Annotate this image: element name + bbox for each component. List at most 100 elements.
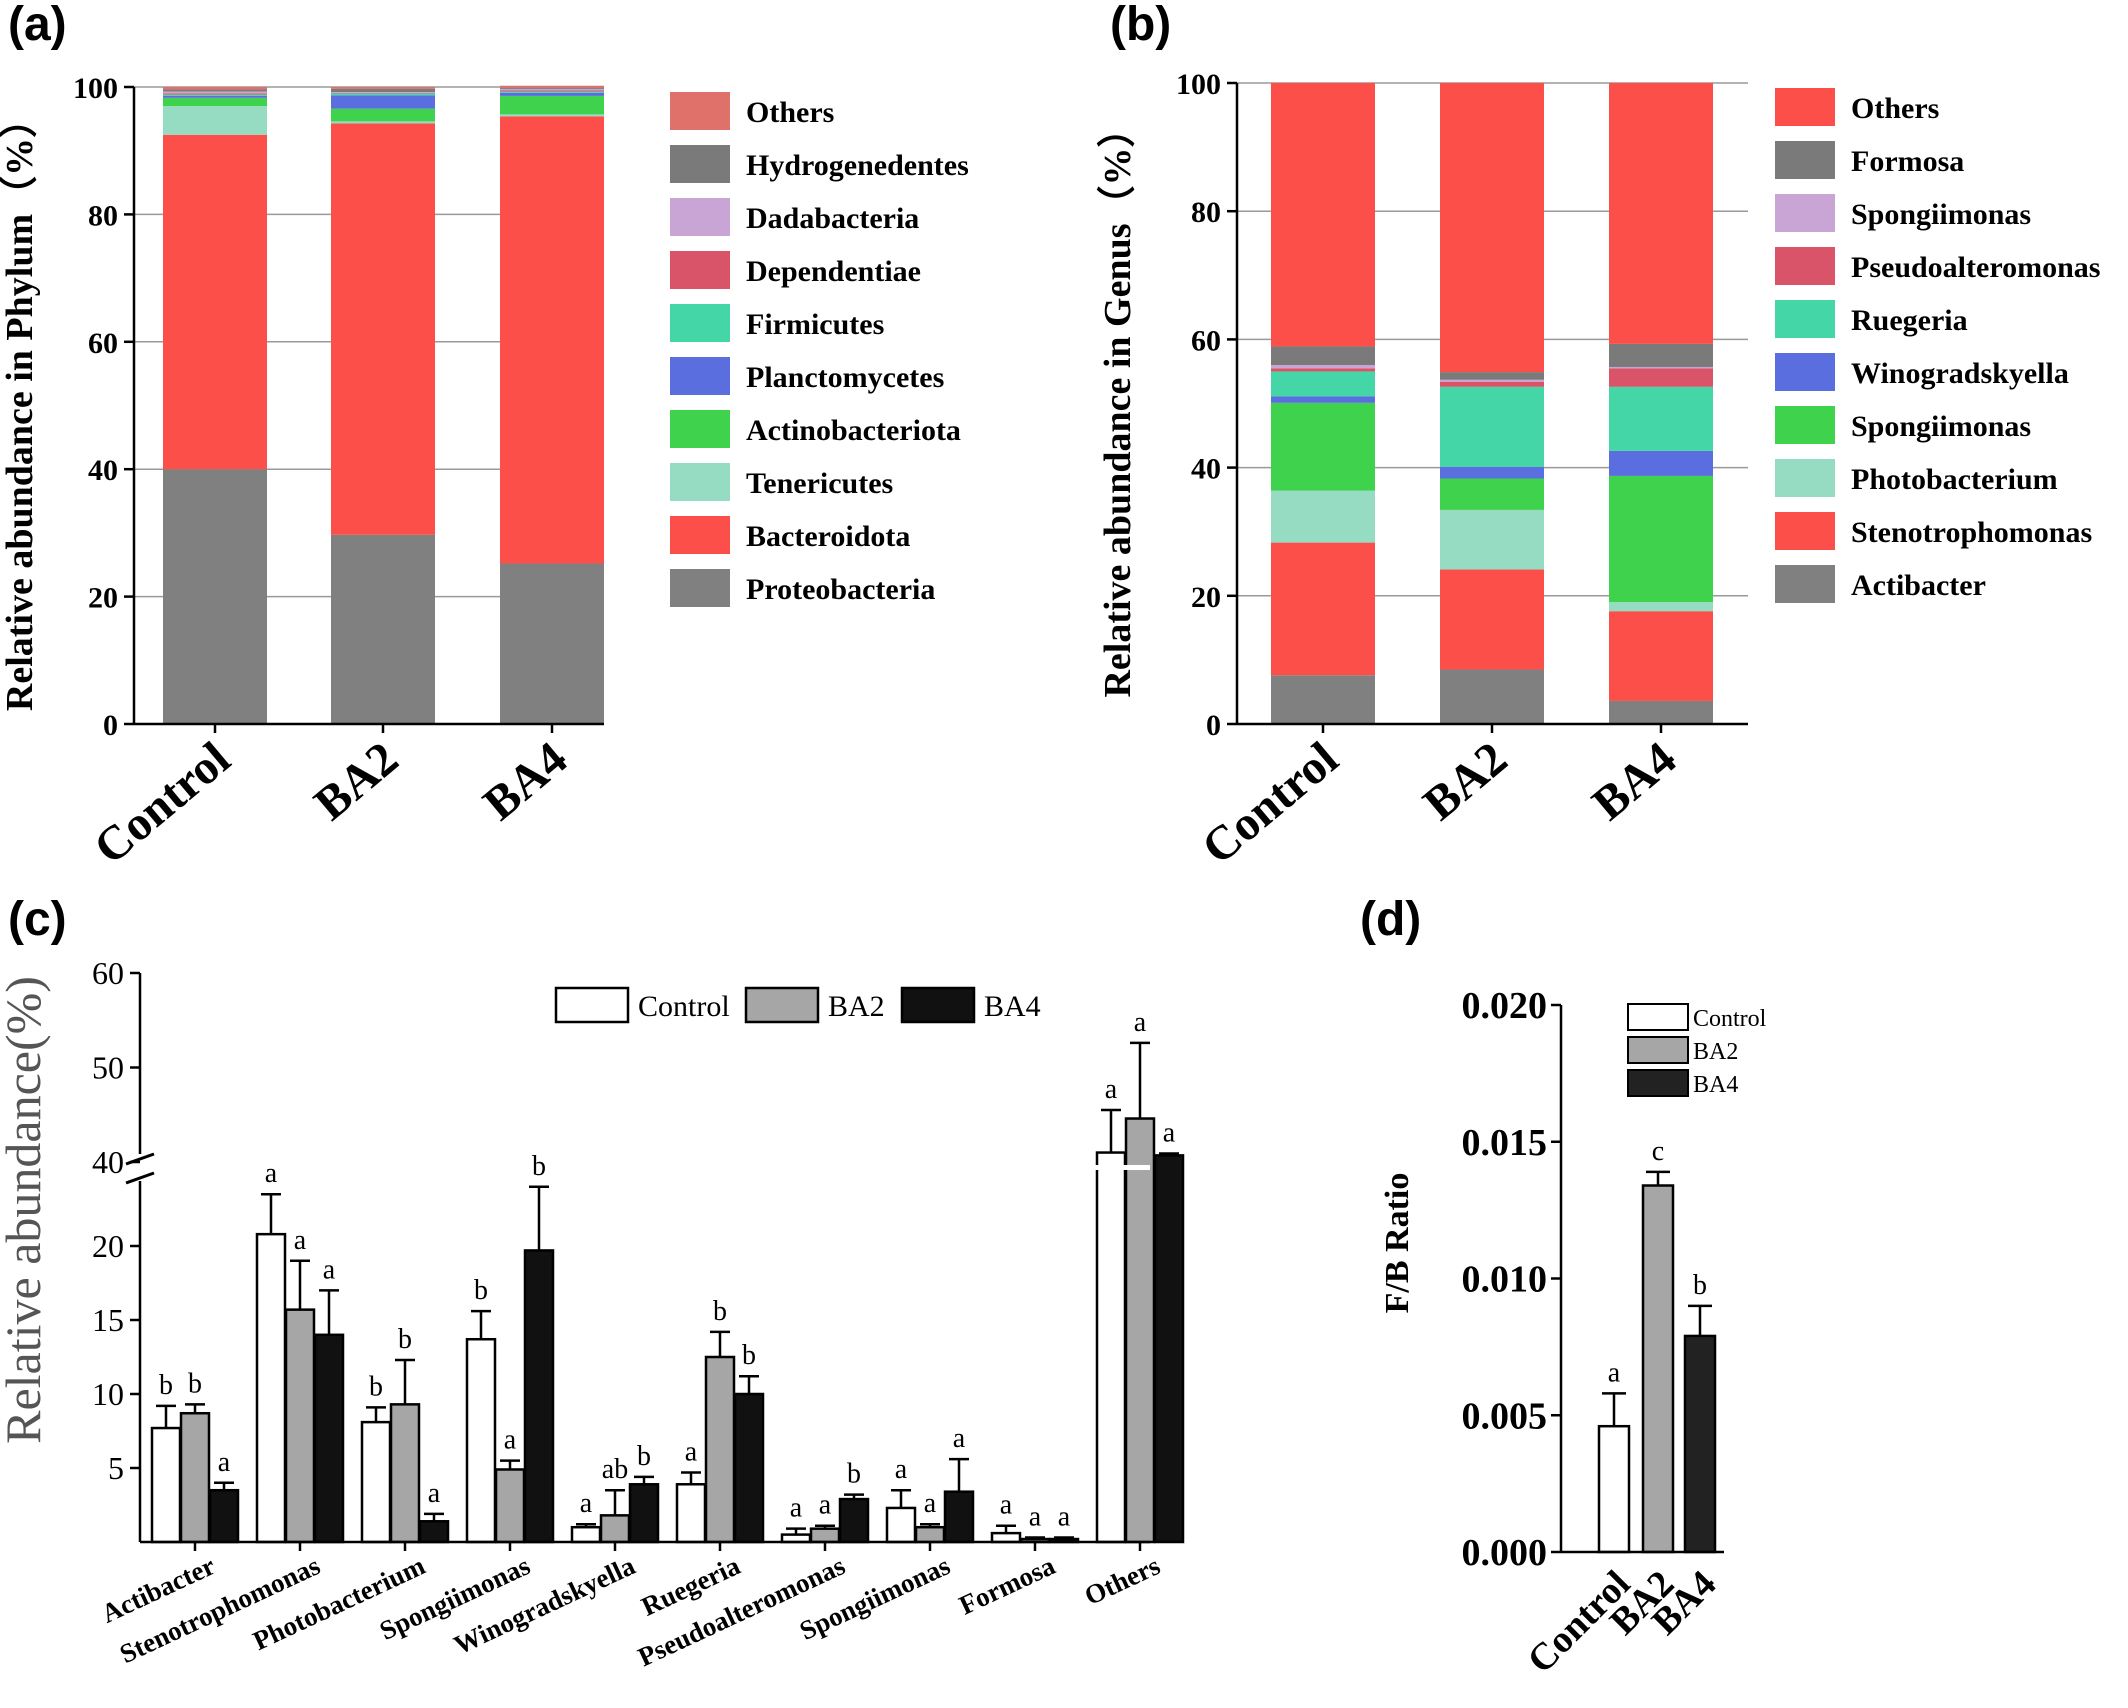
y-tick-label: 0.005 — [1462, 1395, 1548, 1437]
significance-label: b — [188, 1368, 202, 1399]
bar-segment-stenotrophomonas — [1609, 611, 1713, 701]
bar-segment-planctomycetes — [500, 92, 604, 96]
bar-segment-winogradskyella — [1609, 450, 1713, 476]
legend-label: Bacteroidota — [746, 520, 910, 553]
bar-ba4 — [523, 1249, 555, 1544]
bar-ba2 — [914, 1525, 946, 1544]
bar-segment-spongiimonas — [1609, 366, 1713, 369]
y-axis-title: Relative abundance in Phylum（%） — [0, 100, 41, 711]
legend-swatch — [1627, 1003, 1689, 1031]
bar-segment-pseudoalteromonas — [1440, 381, 1544, 387]
bar-ba2 — [599, 1514, 631, 1544]
bar-segment-spongiimonas — [1271, 365, 1375, 369]
significance-label: b — [474, 1275, 488, 1306]
y-axis-title: Relative abundance in Genus（%） — [1097, 109, 1139, 697]
legend-label: Control — [638, 990, 730, 1023]
significance-label: b — [369, 1371, 383, 1402]
bar-segment-bacteroidota — [500, 116, 604, 564]
bar-ba4 — [418, 1520, 450, 1544]
significance-label: b — [713, 1296, 727, 1327]
legend-swatch — [670, 357, 730, 395]
legend-label: Spongiimonas — [1851, 410, 2031, 443]
category-label: Winogradskyella — [449, 1550, 640, 1660]
bar-segment-actibacter — [1271, 675, 1375, 724]
panel-label-d: (d) — [1360, 893, 1421, 946]
bar-control — [1597, 1424, 1631, 1554]
bar-ba4 — [313, 1333, 345, 1544]
significance-label: ab — [602, 1454, 628, 1485]
bar-segment-ruegeria — [1609, 386, 1713, 451]
bar-segment-actinobacteriota — [500, 95, 604, 115]
bar-segment-spongiimonas — [1440, 379, 1544, 382]
y-tick-label: 0 — [1206, 709, 1221, 742]
legend-label: Winogradskyella — [1851, 357, 2069, 390]
significance-label: a — [819, 1490, 832, 1521]
bar-segment-formosa — [1440, 372, 1544, 380]
legend-label: Actibacter — [1851, 569, 1986, 602]
bar-control — [570, 1525, 602, 1544]
category-label: Photobacterium — [248, 1550, 430, 1656]
legend-label: Formosa — [1851, 145, 1964, 178]
bar-segment-bacteroidota — [163, 134, 267, 470]
bar-ba4 — [208, 1488, 240, 1544]
y-tick-label: 80 — [1191, 196, 1221, 229]
bar-ba2 — [809, 1527, 841, 1544]
category-label: Others — [1080, 1550, 1165, 1611]
y-tick-label: 60 — [92, 955, 124, 991]
significance-label: b — [398, 1324, 412, 1355]
significance-label: a — [685, 1436, 698, 1467]
bar-control — [675, 1483, 707, 1544]
legend-label: Dadabacteria — [746, 202, 919, 235]
bar-ba4 — [838, 1497, 870, 1544]
bar-segment-planctomycetes — [331, 95, 435, 109]
bar-segment-formosa — [1271, 346, 1375, 366]
bar-segment-firmicutes — [500, 91, 604, 93]
legend-swatch — [1775, 512, 1835, 550]
significance-label: a — [1134, 1007, 1147, 1038]
bar-segment-dadabacteria — [163, 91, 267, 94]
panel-label-b: (b) — [1110, 0, 1171, 51]
bar-segment-others — [1440, 83, 1544, 373]
bar-ba4 — [733, 1392, 765, 1544]
bar-ba2 — [284, 1308, 316, 1544]
bar-segment-dependentiae — [500, 90, 604, 92]
y-tick-label: 40 — [1191, 453, 1221, 486]
y-tick-label: 80 — [88, 199, 118, 232]
legend-swatch — [670, 198, 730, 236]
bar-segment-winogradskyella — [1271, 396, 1375, 403]
significance-label: b — [532, 1151, 546, 1182]
bar-segment-spongiimonas — [1271, 402, 1375, 491]
legend-label: BA2 — [1693, 1039, 1738, 1065]
bar-segment-firmicutes — [163, 94, 267, 96]
legend-swatch — [744, 986, 820, 1024]
legend-label: Proteobacteria — [746, 573, 935, 606]
legend-swatch — [1775, 194, 1835, 232]
y-tick-label: 20 — [92, 1228, 124, 1264]
significance-label: a — [1029, 1502, 1042, 1533]
y-tick-label: 0 — [103, 709, 118, 742]
legend-label: Hydrogenedentes — [746, 149, 969, 182]
y-axis-title: F/B Ratio — [1379, 1173, 1416, 1314]
bar-segment-actinobacteriota — [331, 108, 435, 122]
bar-segment-actinobacteriota — [163, 97, 267, 107]
category-label: BA4 — [474, 732, 578, 831]
bar-control — [465, 1337, 497, 1544]
significance-label: c — [1652, 1136, 1664, 1167]
legend-swatch — [670, 251, 730, 289]
bar-segment-dadabacteria — [500, 88, 604, 91]
bar-segment-tenericutes — [331, 121, 435, 124]
legend-label: Photobacterium — [1851, 463, 2058, 496]
legend-label: Pseudoalteromonas — [1851, 251, 2100, 284]
panel-d-fb-ratio-chart: a Control c BA2 b BA4 0.000 0.005 0.010 0.015 0.02… — [1379, 985, 1767, 1681]
category-label: Formosa — [954, 1550, 1060, 1620]
legend-label: Control — [1693, 1006, 1767, 1032]
bar-ba2 — [1124, 1117, 1156, 1544]
bar-segment-photobacterium — [1609, 602, 1713, 612]
y-tick-label: 0.010 — [1462, 1259, 1548, 1301]
legend-swatch — [1627, 1036, 1689, 1064]
legend-swatch — [554, 986, 630, 1024]
bar-control — [150, 1426, 182, 1544]
legend-label: Spongiimonas — [1851, 198, 2031, 231]
legend-swatch — [1775, 88, 1835, 126]
